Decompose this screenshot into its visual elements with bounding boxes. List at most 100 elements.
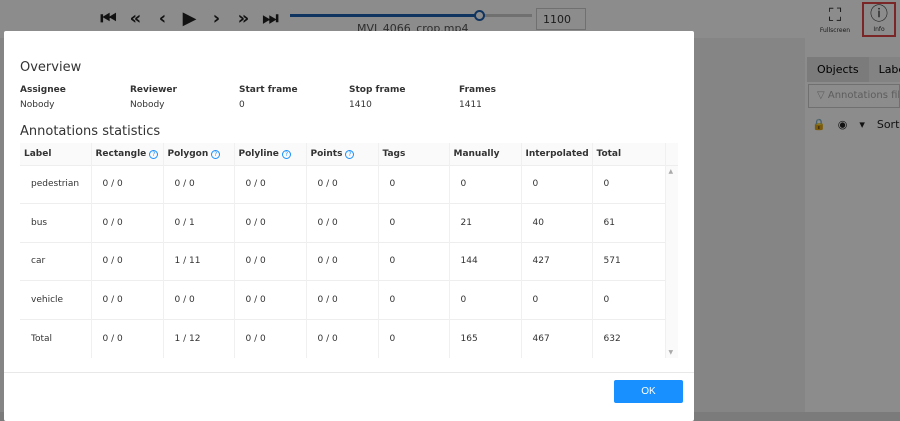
overview-title: Overview xyxy=(20,60,82,75)
frame-slider[interactable] xyxy=(290,10,532,21)
tab-objects[interactable]: Objects xyxy=(807,57,869,82)
column-header-text: Polyline xyxy=(238,148,279,159)
fast-forward-icon[interactable]: » xyxy=(237,8,250,29)
help-icon[interactable]: ? xyxy=(345,149,355,159)
table-cell: 0 / 0 xyxy=(91,203,164,242)
table-cell: 0 / 0 xyxy=(163,280,235,319)
annotations-filter-input[interactable]: ▽ Annotations filter xyxy=(808,84,900,108)
column-header-text: Points xyxy=(310,148,343,159)
table-cell: 632 xyxy=(592,318,666,358)
stats-table: Label Rectangle? Polygon? Polyline? Points? T… xyxy=(20,143,678,358)
table-cell: 427 xyxy=(521,241,593,281)
overview-value: 0 xyxy=(239,100,245,110)
slider-fill xyxy=(290,14,479,17)
table-cell: 21 xyxy=(449,203,522,242)
table-cell: 0 xyxy=(521,164,593,204)
overview-value: Nobody xyxy=(20,100,55,110)
overview-label: Reviewer xyxy=(130,85,177,95)
tab-labels[interactable]: Labels xyxy=(868,57,900,82)
next-frame-icon[interactable]: › xyxy=(212,8,221,29)
overview-value: 1411 xyxy=(459,100,482,110)
table-cell: 467 xyxy=(521,318,593,358)
info-label: Info xyxy=(873,26,885,33)
overview-item: Stop frame 1410 xyxy=(349,85,405,110)
column-header-text: Manually xyxy=(453,148,500,159)
table-cell: 144 xyxy=(449,241,522,281)
table-cell: 0 / 1 xyxy=(163,203,235,242)
table-cell: 0 / 0 xyxy=(306,241,379,281)
column-header-text: Rectangle xyxy=(95,148,147,159)
overview-item: Start frame 0 xyxy=(239,85,298,110)
table-cell: 0 / 0 xyxy=(234,164,307,204)
fullscreen-label: Fullscreen xyxy=(819,27,851,34)
table-cell: car xyxy=(20,241,92,281)
fast-backward-icon[interactable]: « xyxy=(129,8,142,29)
hide-icon[interactable]: ◉ xyxy=(837,118,848,131)
table-cell: 0 / 0 xyxy=(234,203,307,242)
column-header: Rectangle? xyxy=(91,143,164,165)
side-tools: 🔒 ◉ ▾ Sort xyxy=(812,118,899,131)
overview-label: Frames xyxy=(459,85,496,95)
last-frame-icon[interactable]: ⏭ xyxy=(262,8,279,29)
table-cell: 0 / 0 xyxy=(306,203,379,242)
overview-label: Start frame xyxy=(239,85,298,95)
previous-frame-icon[interactable]: ‹ xyxy=(158,8,167,29)
filter-placeholder: Annotations filter xyxy=(827,90,900,101)
ok-button[interactable]: OK xyxy=(614,380,683,403)
player-controls: ⏮ « ‹ ▶ › » ⏭ xyxy=(100,8,279,29)
fullscreen-button[interactable]: ⛶ Fullscreen xyxy=(818,5,852,34)
table-cell: 0 xyxy=(592,280,666,319)
help-icon[interactable]: ? xyxy=(149,149,159,159)
table-cell: pedestrian xyxy=(20,164,92,204)
column-header: Total xyxy=(592,143,666,165)
column-header: Polygon? xyxy=(163,143,235,165)
table-cell: 0 / 0 xyxy=(234,280,307,319)
table-cell: vehicle xyxy=(20,280,92,319)
table-cell: 0 xyxy=(521,280,593,319)
caret-down-icon[interactable]: ▾ xyxy=(859,118,865,131)
play-icon[interactable]: ▶ xyxy=(182,8,197,29)
table-cell: 1 / 12 xyxy=(163,318,235,358)
column-header: Tags xyxy=(378,143,450,165)
table-cell: 0 / 0 xyxy=(91,241,164,281)
table-cell: 0 / 0 xyxy=(163,164,235,204)
side-tabs: Objects Labels xyxy=(807,57,900,82)
table-cell: 0 xyxy=(378,280,450,319)
table-cell: 0 / 0 xyxy=(306,318,379,358)
table-cell: 0 xyxy=(378,241,450,281)
column-header: Polyline? xyxy=(234,143,307,165)
table-cell: 61 xyxy=(592,203,666,242)
table-cell: 165 xyxy=(449,318,522,358)
info-button[interactable]: ⓘ Info xyxy=(862,2,896,37)
table-cell: 40 xyxy=(521,203,593,242)
overview-item: Reviewer Nobody xyxy=(130,85,177,110)
fullscreen-icon: ⛶ xyxy=(828,5,842,26)
lock-icon[interactable]: 🔒 xyxy=(812,118,826,131)
frame-input[interactable]: 1100 xyxy=(536,8,586,30)
table-cell: 1 / 11 xyxy=(163,241,235,281)
table-cell: 0 / 0 xyxy=(91,280,164,319)
overview-label: Assignee xyxy=(20,85,66,95)
table-cell: 0 / 0 xyxy=(306,280,379,319)
column-header: Interpolated xyxy=(521,143,593,165)
column-header: Manually xyxy=(449,143,522,165)
scrollbar-header xyxy=(665,143,678,165)
table-cell: 0 xyxy=(378,318,450,358)
modal-footer xyxy=(4,372,694,373)
table-cell: 0 / 0 xyxy=(234,241,307,281)
overview-item: Assignee Nobody xyxy=(20,85,66,110)
overview-item: Frames 1411 xyxy=(459,85,496,110)
table-cell: 0 xyxy=(449,164,522,204)
help-icon[interactable]: ? xyxy=(211,149,221,159)
help-icon[interactable]: ? xyxy=(281,149,291,159)
first-frame-icon[interactable]: ⏮ xyxy=(100,8,117,29)
column-header: Points? xyxy=(306,143,379,165)
column-header-text: Interpolated xyxy=(525,148,589,159)
slider-handle[interactable] xyxy=(473,10,485,21)
overview-label: Stop frame xyxy=(349,85,406,95)
table-scrollbar[interactable]: ▲ ▼ xyxy=(665,164,678,358)
table-cell: bus xyxy=(20,203,92,242)
column-header: Label xyxy=(20,143,92,165)
